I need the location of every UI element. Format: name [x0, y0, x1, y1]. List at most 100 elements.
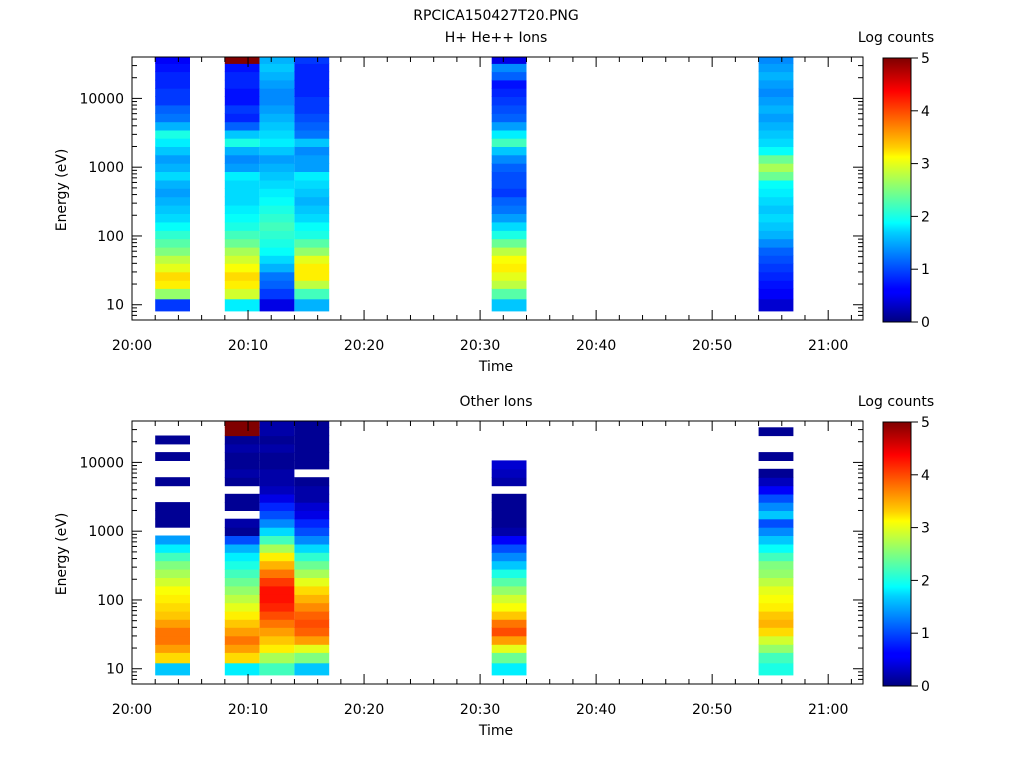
heatmap-cell [224, 171, 260, 181]
heatmap-cell [155, 96, 190, 106]
heatmap-cell [294, 585, 330, 595]
x-tick-label: 20:00 [112, 702, 152, 718]
heatmap-cell [259, 63, 295, 73]
heatmap-cell [758, 552, 794, 562]
heatmap-cell [294, 57, 330, 64]
plot-frame [131, 56, 864, 321]
heatmap-cell [155, 88, 190, 97]
heatmap-cell [491, 96, 527, 106]
heatmap-cell [491, 280, 527, 289]
heatmap-cell [224, 421, 260, 428]
heatmap-cell [224, 627, 260, 637]
heatmap-cell [224, 246, 260, 256]
x-axis-label: Time [478, 359, 513, 375]
heatmap-cell [491, 577, 527, 587]
heatmap-cell [491, 271, 527, 281]
heatmap-cell [155, 552, 190, 562]
heatmap-cell [259, 610, 295, 620]
heatmap-cell [758, 238, 794, 248]
heatmap-cell [224, 543, 260, 553]
heatmap-cell [224, 280, 260, 289]
heatmap-cell [259, 238, 295, 248]
heatmap-cell [155, 246, 190, 256]
heatmap-cell [155, 535, 190, 545]
heatmap-cell [491, 477, 527, 487]
heatmap-cell [491, 635, 527, 645]
heatmap-cell [155, 196, 190, 206]
heatmap-cell [294, 493, 330, 503]
heatmap-cell [259, 255, 295, 264]
heatmap-cell [491, 57, 527, 64]
heatmap-cell [491, 188, 527, 198]
heatmap-cell [758, 477, 794, 487]
heatmap-cell [259, 460, 295, 470]
heatmap-cell [491, 129, 527, 139]
heatmap-cell [758, 88, 794, 97]
heatmap-cells [155, 421, 794, 676]
heatmap-cell [224, 493, 260, 503]
heatmap-cell [155, 477, 190, 487]
heatmap-cell [491, 205, 527, 214]
y-tick-label: 100 [97, 593, 124, 609]
x-tick-label: 20:30 [460, 338, 500, 354]
heatmap-cell [224, 502, 260, 511]
heatmap-cell [259, 560, 295, 570]
heatmap-cell [224, 57, 260, 64]
heatmap-cell [294, 535, 330, 545]
heatmap-cell [224, 443, 260, 453]
x-tick-label: 20:50 [692, 338, 732, 354]
heatmap-cell [224, 427, 260, 437]
heatmap-cell [155, 577, 190, 587]
heatmap-cell [224, 121, 260, 131]
heatmap-cell [259, 213, 295, 223]
heatmap-cell [155, 154, 190, 164]
heatmap-cell [294, 594, 330, 604]
heatmap-cell [294, 662, 330, 676]
x-tick-label: 20:50 [692, 702, 732, 718]
heatmap-cell [758, 427, 794, 437]
y-tick-label: 1000 [88, 160, 124, 176]
heatmap-cell [259, 146, 295, 156]
heatmap-cell [224, 610, 260, 620]
y-tick-label: 1000 [88, 524, 124, 540]
heatmap-cell [224, 298, 260, 312]
colorbar-tick-label: 1 [921, 262, 930, 278]
heatmap-cell [758, 619, 794, 628]
heatmap-cell [491, 535, 527, 545]
colorbar-tick-label: 0 [921, 315, 930, 331]
colorbar-tick-label: 2 [921, 209, 930, 225]
heatmap-cell [155, 662, 190, 676]
colorbar-tick-label: 4 [921, 104, 930, 120]
heatmap-cell [294, 96, 330, 106]
heatmap-cell [155, 113, 190, 123]
heatmap-cell [758, 271, 794, 281]
heatmap-cell [491, 569, 527, 578]
heatmap-cell [155, 435, 190, 445]
heatmap-cell [224, 477, 260, 487]
figure-title: RPCICA150427T20.PNG [413, 8, 578, 24]
heatmap-cell [758, 57, 794, 64]
heatmap-cell [224, 619, 260, 628]
heatmap-cell [294, 477, 330, 487]
heatmap-cell [224, 138, 260, 147]
colorbar-tick-label: 4 [921, 468, 930, 484]
heatmap-cell [259, 427, 295, 437]
y-axis: 10 100 1000 10000 [79, 56, 863, 321]
heatmap-cell [259, 188, 295, 198]
heatmap-cell [155, 610, 190, 620]
heatmap-cell [758, 594, 794, 604]
heatmap-cell [155, 57, 190, 64]
heatmap-cell [758, 485, 794, 495]
colorbar-label: Log counts [858, 394, 934, 410]
heatmap-cell [155, 543, 190, 553]
heatmap-cell [294, 510, 330, 520]
heatmap-cell [155, 560, 190, 570]
heatmap-cell [294, 610, 330, 620]
heatmap-cell [259, 644, 295, 653]
x-tick-label: 20:10 [228, 702, 268, 718]
heatmap-cell [155, 238, 190, 248]
x-tick-label: 21:00 [808, 702, 848, 718]
heatmap-cell [294, 104, 330, 114]
heatmap-cell [224, 213, 260, 223]
